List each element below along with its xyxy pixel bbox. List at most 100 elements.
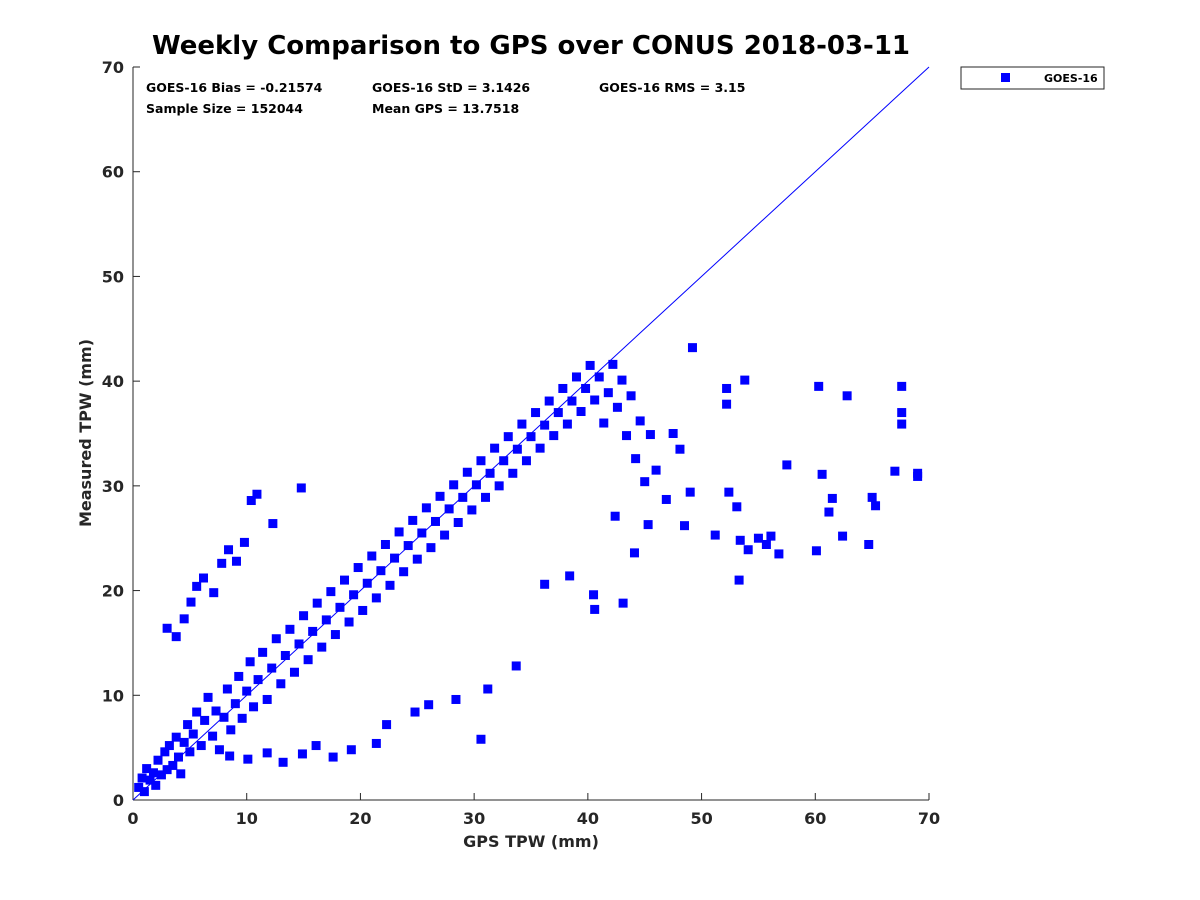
- data-point: [544, 396, 554, 406]
- data-point: [435, 491, 445, 501]
- data-point: [160, 747, 170, 757]
- stat-rms: GOES-16 RMS = 3.15: [599, 80, 745, 95]
- data-point: [449, 480, 459, 490]
- data-point: [599, 418, 609, 428]
- data-point: [362, 578, 372, 588]
- data-point: [285, 624, 295, 634]
- data-point: [134, 782, 144, 792]
- data-point: [299, 611, 309, 621]
- data-point: [280, 650, 290, 660]
- data-point: [467, 505, 477, 515]
- data-point: [645, 430, 655, 440]
- data-point: [490, 443, 500, 453]
- data-point: [740, 375, 750, 385]
- data-point: [367, 551, 377, 561]
- y-tick-label: 70: [102, 58, 124, 77]
- data-point: [192, 581, 202, 591]
- data-point: [761, 539, 771, 549]
- data-point: [410, 707, 420, 717]
- x-tick-label: 50: [690, 809, 712, 828]
- data-point: [622, 431, 632, 441]
- data-point: [724, 487, 734, 497]
- data-point: [148, 768, 158, 778]
- data-point: [139, 787, 149, 797]
- data-point: [571, 372, 581, 382]
- x-tick-label: 40: [577, 809, 599, 828]
- y-tick-label: 10: [102, 686, 124, 705]
- data-point: [897, 381, 907, 391]
- data-point: [481, 492, 491, 502]
- data-point: [296, 483, 306, 493]
- x-tick-label: 30: [463, 809, 485, 828]
- data-point: [734, 575, 744, 585]
- y-tick-label: 0: [113, 791, 124, 810]
- data-point: [462, 467, 472, 477]
- data-point: [426, 543, 436, 553]
- data-point: [328, 752, 338, 762]
- data-point: [494, 481, 504, 491]
- data-point: [171, 632, 181, 642]
- data-point: [321, 615, 331, 625]
- data-point: [376, 566, 386, 576]
- data-point: [164, 741, 174, 751]
- y-axis-label: Measured TPW (mm): [76, 339, 95, 527]
- y-tick-label: 20: [102, 582, 124, 601]
- data-point: [512, 444, 522, 454]
- data-point: [540, 579, 550, 589]
- data-point: [842, 391, 852, 401]
- data-point: [258, 647, 268, 657]
- stat-bias: GOES-16 Bias = -0.21574: [146, 80, 323, 95]
- data-point: [308, 626, 318, 636]
- y-tick-label: 50: [102, 267, 124, 286]
- data-point: [643, 520, 653, 530]
- data-point: [222, 684, 232, 694]
- data-point: [249, 702, 259, 712]
- data-point: [173, 752, 183, 762]
- data-point: [753, 533, 763, 543]
- data-point: [549, 431, 559, 441]
- data-point: [214, 745, 224, 755]
- data-point: [239, 537, 249, 547]
- data-points: [134, 343, 923, 797]
- data-point: [864, 539, 874, 549]
- y-tick-label: 30: [102, 477, 124, 496]
- data-point: [553, 408, 563, 418]
- data-point: [824, 507, 834, 517]
- stat-sample-size: Sample Size = 152044: [146, 101, 303, 116]
- data-point: [294, 639, 304, 649]
- data-point: [242, 686, 252, 696]
- data-point: [344, 617, 354, 627]
- data-point: [535, 443, 545, 453]
- data-point: [476, 456, 486, 466]
- data-point: [811, 546, 821, 556]
- data-point: [897, 419, 907, 429]
- data-point: [766, 531, 776, 541]
- data-point: [340, 575, 350, 585]
- data-point: [782, 460, 792, 470]
- data-point: [335, 602, 345, 612]
- data-point: [814, 381, 824, 391]
- data-point: [380, 539, 390, 549]
- data-point: [162, 623, 172, 633]
- stat-std: GOES-16 StD = 3.1426: [372, 80, 530, 95]
- data-point: [246, 496, 256, 506]
- data-point: [631, 454, 641, 464]
- data-point: [913, 471, 923, 481]
- data-point: [179, 737, 189, 747]
- data-point: [476, 734, 486, 744]
- data-point: [710, 530, 720, 540]
- data-point: [499, 456, 509, 466]
- data-point: [145, 775, 155, 785]
- data-point: [262, 694, 272, 704]
- y-tick-label: 40: [102, 372, 124, 391]
- data-point: [517, 419, 527, 429]
- data-point: [618, 598, 628, 608]
- data-point: [626, 391, 636, 401]
- y-tick-label: 60: [102, 163, 124, 182]
- data-point: [142, 764, 152, 774]
- x-tick-label: 10: [236, 809, 258, 828]
- data-point: [390, 553, 400, 563]
- data-point: [540, 420, 550, 430]
- data-point: [651, 465, 661, 475]
